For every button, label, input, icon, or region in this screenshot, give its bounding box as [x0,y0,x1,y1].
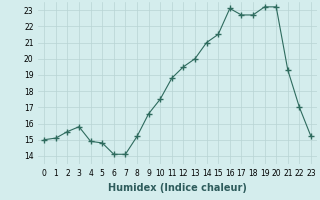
X-axis label: Humidex (Indice chaleur): Humidex (Indice chaleur) [108,183,247,193]
